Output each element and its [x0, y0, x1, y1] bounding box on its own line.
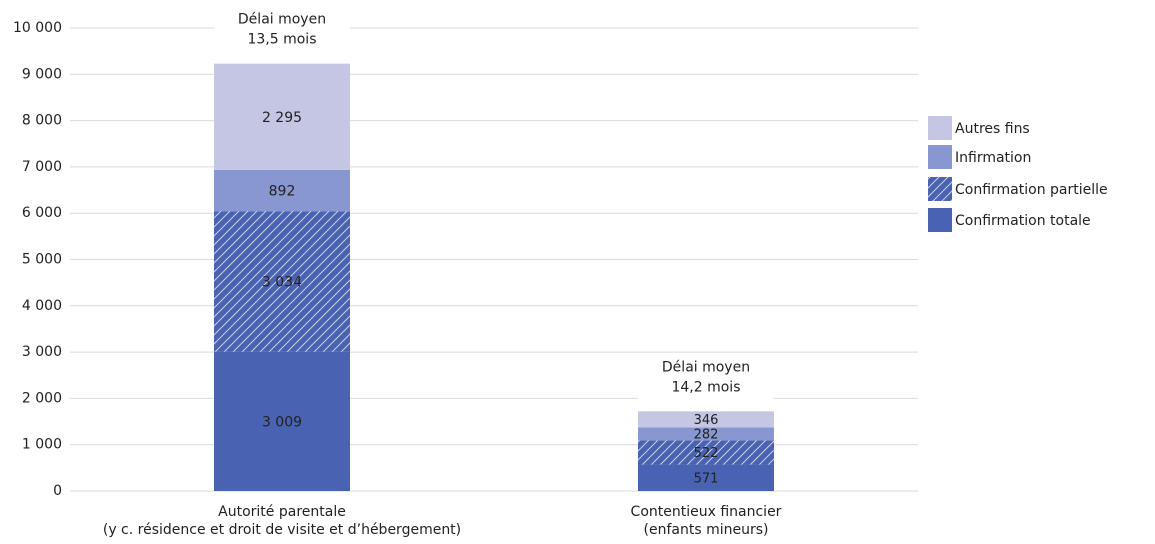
value-label: 3 034	[262, 274, 302, 290]
annotation-bg	[214, 7, 350, 60]
value-label: 3 009	[262, 414, 302, 430]
legend-label: Infirmation	[955, 150, 1031, 166]
y-tick-label: 6 000	[22, 205, 62, 221]
value-label: 892	[269, 184, 296, 200]
y-tick-label: 5 000	[22, 252, 62, 268]
legend-label: Confirmation partielle	[955, 182, 1108, 198]
bar-segment	[638, 411, 774, 428]
annotation: 14,2 mois	[671, 379, 740, 395]
y-tick-label: 10 000	[13, 20, 62, 36]
bar-segment	[638, 464, 774, 491]
x-tick-label: (y c. résidence et droit de visite et d’…	[103, 522, 461, 538]
legend-label: Confirmation totale	[955, 213, 1091, 229]
annotation: Délai moyen	[662, 359, 750, 375]
legend-swatch	[928, 145, 952, 169]
x-tick-label: (enfants mineurs)	[644, 522, 769, 538]
value-label: 571	[694, 471, 719, 486]
bar-segment	[638, 440, 774, 465]
y-tick-label: 4 000	[22, 298, 62, 314]
y-tick-label: 3 000	[22, 344, 62, 360]
legend-label: Autres fins	[955, 121, 1030, 137]
annotation: 13,5 mois	[247, 32, 316, 48]
legend-swatch	[928, 208, 952, 232]
y-tick-label: 9 000	[22, 66, 62, 82]
bar-segment	[638, 427, 774, 441]
bar-segment	[214, 351, 350, 491]
annotation: Délai moyen	[238, 12, 326, 28]
y-tick-label: 1 000	[22, 437, 62, 453]
value-label: 2 295	[262, 110, 302, 126]
annotation-bg	[638, 355, 774, 408]
bar-segment	[214, 63, 350, 170]
x-tick-label: Contentieux financier	[631, 504, 782, 520]
bar-segment	[214, 169, 350, 212]
y-tick-label: 2 000	[22, 390, 62, 406]
y-tick-label: 7 000	[22, 159, 62, 175]
legend-swatch	[928, 116, 952, 140]
value-label: 522	[694, 446, 719, 461]
bar-segment	[214, 211, 350, 352]
x-tick-label: Autorité parentale	[218, 504, 346, 520]
value-label: 346	[694, 413, 719, 428]
y-tick-label: 0	[53, 483, 62, 499]
legend-swatch	[928, 177, 952, 201]
value-label: 282	[694, 427, 719, 442]
y-tick-label: 8 000	[22, 113, 62, 129]
